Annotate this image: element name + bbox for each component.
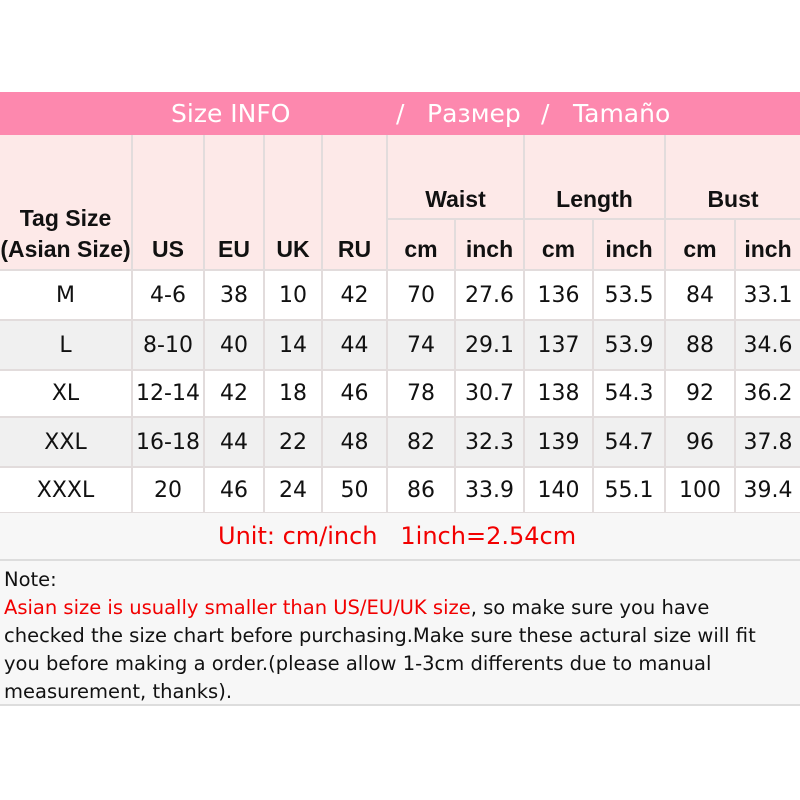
- value-cell: 8-10: [131, 319, 205, 371]
- value-cell: 34.6: [734, 319, 800, 371]
- title-separator: /: [541, 99, 550, 128]
- table-row: XXL 16-18 44 22 48 82 32.3 139 54.7 96 37.8: [0, 416, 800, 468]
- header-length-cm: cm: [523, 218, 594, 271]
- header-waist: Waist: [386, 135, 525, 220]
- header-ru: RU: [321, 135, 388, 271]
- value-cell: 14: [263, 319, 323, 371]
- table-row: L 8-10 40 14 44 74 29.1 137 53.9 88 34.6: [0, 319, 800, 371]
- value-cell: 18: [263, 369, 323, 418]
- value-cell: 74: [386, 319, 456, 371]
- note-label: Note:: [4, 568, 57, 591]
- value-cell: 4-6: [131, 269, 205, 321]
- unit-info: Unit: cm/inch 1inch=2.54cm: [0, 513, 800, 561]
- value-cell: 16-18: [131, 416, 205, 468]
- value-cell: 29.1: [454, 319, 525, 371]
- value-cell: 54.3: [592, 369, 666, 418]
- note-text: , so make sure you have checked the size…: [4, 596, 756, 703]
- value-cell: 36.2: [734, 369, 800, 418]
- value-cell: 37.8: [734, 416, 800, 468]
- value-cell: 38: [203, 269, 265, 321]
- header-bust: Bust: [664, 135, 800, 220]
- value-cell: 46: [321, 369, 388, 418]
- size-cell: XXL: [0, 416, 133, 468]
- value-cell: 137: [523, 319, 594, 371]
- value-cell: 88: [664, 319, 736, 371]
- value-cell: 53.9: [592, 319, 666, 371]
- value-cell: 55.1: [592, 466, 666, 514]
- value-cell: 42: [321, 269, 388, 321]
- value-cell: 82: [386, 416, 456, 468]
- value-cell: 42: [203, 369, 265, 418]
- value-cell: 48: [321, 416, 388, 468]
- header-eu: EU: [203, 135, 265, 271]
- value-cell: 32.3: [454, 416, 525, 468]
- header-tag-size: Tag Size (Asian Size): [0, 135, 133, 271]
- size-cell: XL: [0, 369, 133, 418]
- title-banner: Size INFO / Размер / Tamaño: [0, 92, 800, 135]
- table-row: M 4-6 38 10 42 70 27.6 136 53.5 84 33.1: [0, 269, 800, 321]
- value-cell: 33.1: [734, 269, 800, 321]
- value-cell: 46: [203, 466, 265, 514]
- value-cell: 96: [664, 416, 736, 468]
- value-cell: 84: [664, 269, 736, 321]
- value-cell: 10: [263, 269, 323, 321]
- value-cell: 70: [386, 269, 456, 321]
- value-cell: 33.9: [454, 466, 525, 514]
- note-highlight: Asian size is usually smaller than US/EU…: [4, 596, 471, 619]
- value-cell: 100: [664, 466, 736, 514]
- value-cell: 53.5: [592, 269, 666, 321]
- note-section: Note: Asian size is usually smaller than…: [0, 561, 800, 706]
- header-us: US: [131, 135, 205, 271]
- value-cell: 22: [263, 416, 323, 468]
- header-length: Length: [523, 135, 666, 220]
- header-waist-cm: cm: [387, 218, 456, 271]
- value-cell: 40: [203, 319, 265, 371]
- value-cell: 54.7: [592, 416, 666, 468]
- table-row: XXXL 20 46 24 50 86 33.9 140 55.1 100 39.4: [0, 466, 800, 514]
- title-russian: Размер: [427, 99, 521, 128]
- value-cell: 78: [386, 369, 456, 418]
- title-spanish: Tamaño: [573, 99, 671, 128]
- header-bust-cm: cm: [664, 218, 736, 271]
- header-waist-inch: inch: [454, 218, 525, 271]
- size-table: Tag Size (Asian Size) US EU UK RU Waist …: [0, 135, 800, 514]
- title-english: Size INFO: [171, 99, 291, 128]
- value-cell: 20: [131, 466, 205, 514]
- unit-text: Unit: cm/inch 1inch=2.54cm: [218, 522, 577, 550]
- header-uk: UK: [263, 135, 323, 271]
- value-cell: 92: [664, 369, 736, 418]
- value-cell: 24: [263, 466, 323, 514]
- value-cell: 12-14: [131, 369, 205, 418]
- value-cell: 138: [523, 369, 594, 418]
- value-cell: 50: [321, 466, 388, 514]
- value-cell: 86: [386, 466, 456, 514]
- size-cell: M: [0, 269, 133, 321]
- size-cell: XXXL: [0, 466, 133, 514]
- value-cell: 44: [203, 416, 265, 468]
- header-length-inch: inch: [592, 218, 666, 271]
- table-row: XL 12-14 42 18 46 78 30.7 138 54.3 92 36.2: [0, 369, 800, 418]
- value-cell: 44: [321, 319, 388, 371]
- value-cell: 39.4: [734, 466, 800, 514]
- value-cell: 139: [523, 416, 594, 468]
- title-separator: /: [396, 99, 405, 128]
- note-body: Asian size is usually smaller than US/EU…: [4, 594, 796, 706]
- value-cell: 30.7: [454, 369, 525, 418]
- value-cell: 140: [523, 466, 594, 514]
- value-cell: 27.6: [454, 269, 525, 321]
- value-cell: 136: [523, 269, 594, 321]
- header-bust-inch: inch: [734, 218, 800, 271]
- size-cell: L: [0, 319, 133, 371]
